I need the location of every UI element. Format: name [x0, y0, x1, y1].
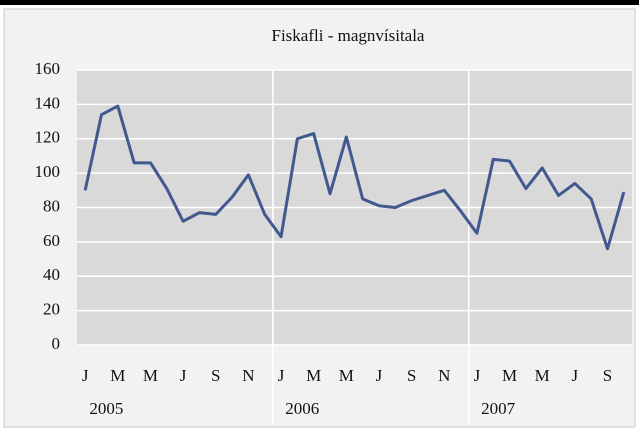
y-tick-label: 120 — [35, 128, 61, 147]
y-tick-label: 0 — [52, 334, 61, 353]
y-tick-label: 40 — [43, 265, 60, 284]
group-label: 2007 — [481, 399, 516, 418]
x-tick-label: M — [306, 366, 321, 385]
x-tick-label: S — [407, 366, 416, 385]
x-tick-label: M — [339, 366, 354, 385]
x-tick-label: M — [502, 366, 517, 385]
x-tick-label: S — [603, 366, 612, 385]
y-tick-label: 160 — [35, 59, 61, 78]
x-tick-label: J — [82, 366, 89, 385]
chart-title: Fiskafli - magnvísitala — [272, 26, 425, 45]
y-tick-label: 80 — [43, 196, 60, 215]
data-line — [83, 104, 626, 251]
x-tick-label: J — [474, 366, 481, 385]
y-tick-label: 100 — [35, 162, 61, 181]
x-tick-label: J — [278, 366, 285, 385]
x-tick-label: S — [211, 366, 220, 385]
x-tick-label: J — [376, 366, 383, 385]
x-tick-label: M — [110, 366, 125, 385]
x-tick-label: M — [535, 366, 550, 385]
x-tick-label: M — [143, 366, 158, 385]
x-tick-label: N — [242, 366, 254, 385]
y-tick-label: 20 — [43, 300, 60, 319]
x-tick-label: J — [572, 366, 579, 385]
x-tick-label: J — [180, 366, 187, 385]
x-tick-label: N — [438, 366, 450, 385]
y-tick-label: 60 — [43, 231, 60, 250]
group-label: 2005 — [89, 399, 123, 418]
y-tick-label: 140 — [35, 93, 61, 112]
top-rule — [0, 0, 639, 5]
group-label: 2006 — [285, 399, 319, 418]
